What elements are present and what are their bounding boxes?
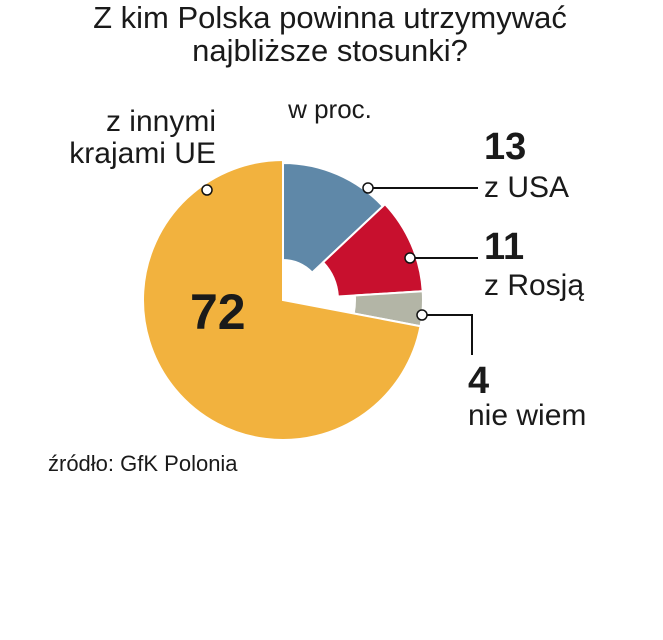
value-label: 4: [468, 360, 490, 402]
pie-slice: [282, 161, 385, 275]
pie-slice: [142, 158, 422, 441]
value-label: 11: [484, 226, 525, 268]
category-label: z Rosją: [484, 269, 585, 302]
leader-dot: [201, 184, 213, 196]
leader-line: [422, 314, 473, 355]
category-label: z USA: [484, 171, 570, 204]
value-label: 13: [484, 126, 527, 168]
leader-dot: [362, 182, 374, 194]
subtitle: w proc.: [288, 94, 372, 124]
value-label: 72: [190, 284, 246, 340]
leader-dot: [416, 309, 428, 321]
chart-title: Z kim Polska powinna utrzymywać najbliżs…: [93, 0, 567, 68]
category-label: z innymi krajami UE: [69, 105, 216, 170]
source: źródło: GfK Polonia: [48, 451, 238, 476]
leader-dot: [404, 252, 416, 264]
category-label: nie wiem: [468, 399, 587, 432]
